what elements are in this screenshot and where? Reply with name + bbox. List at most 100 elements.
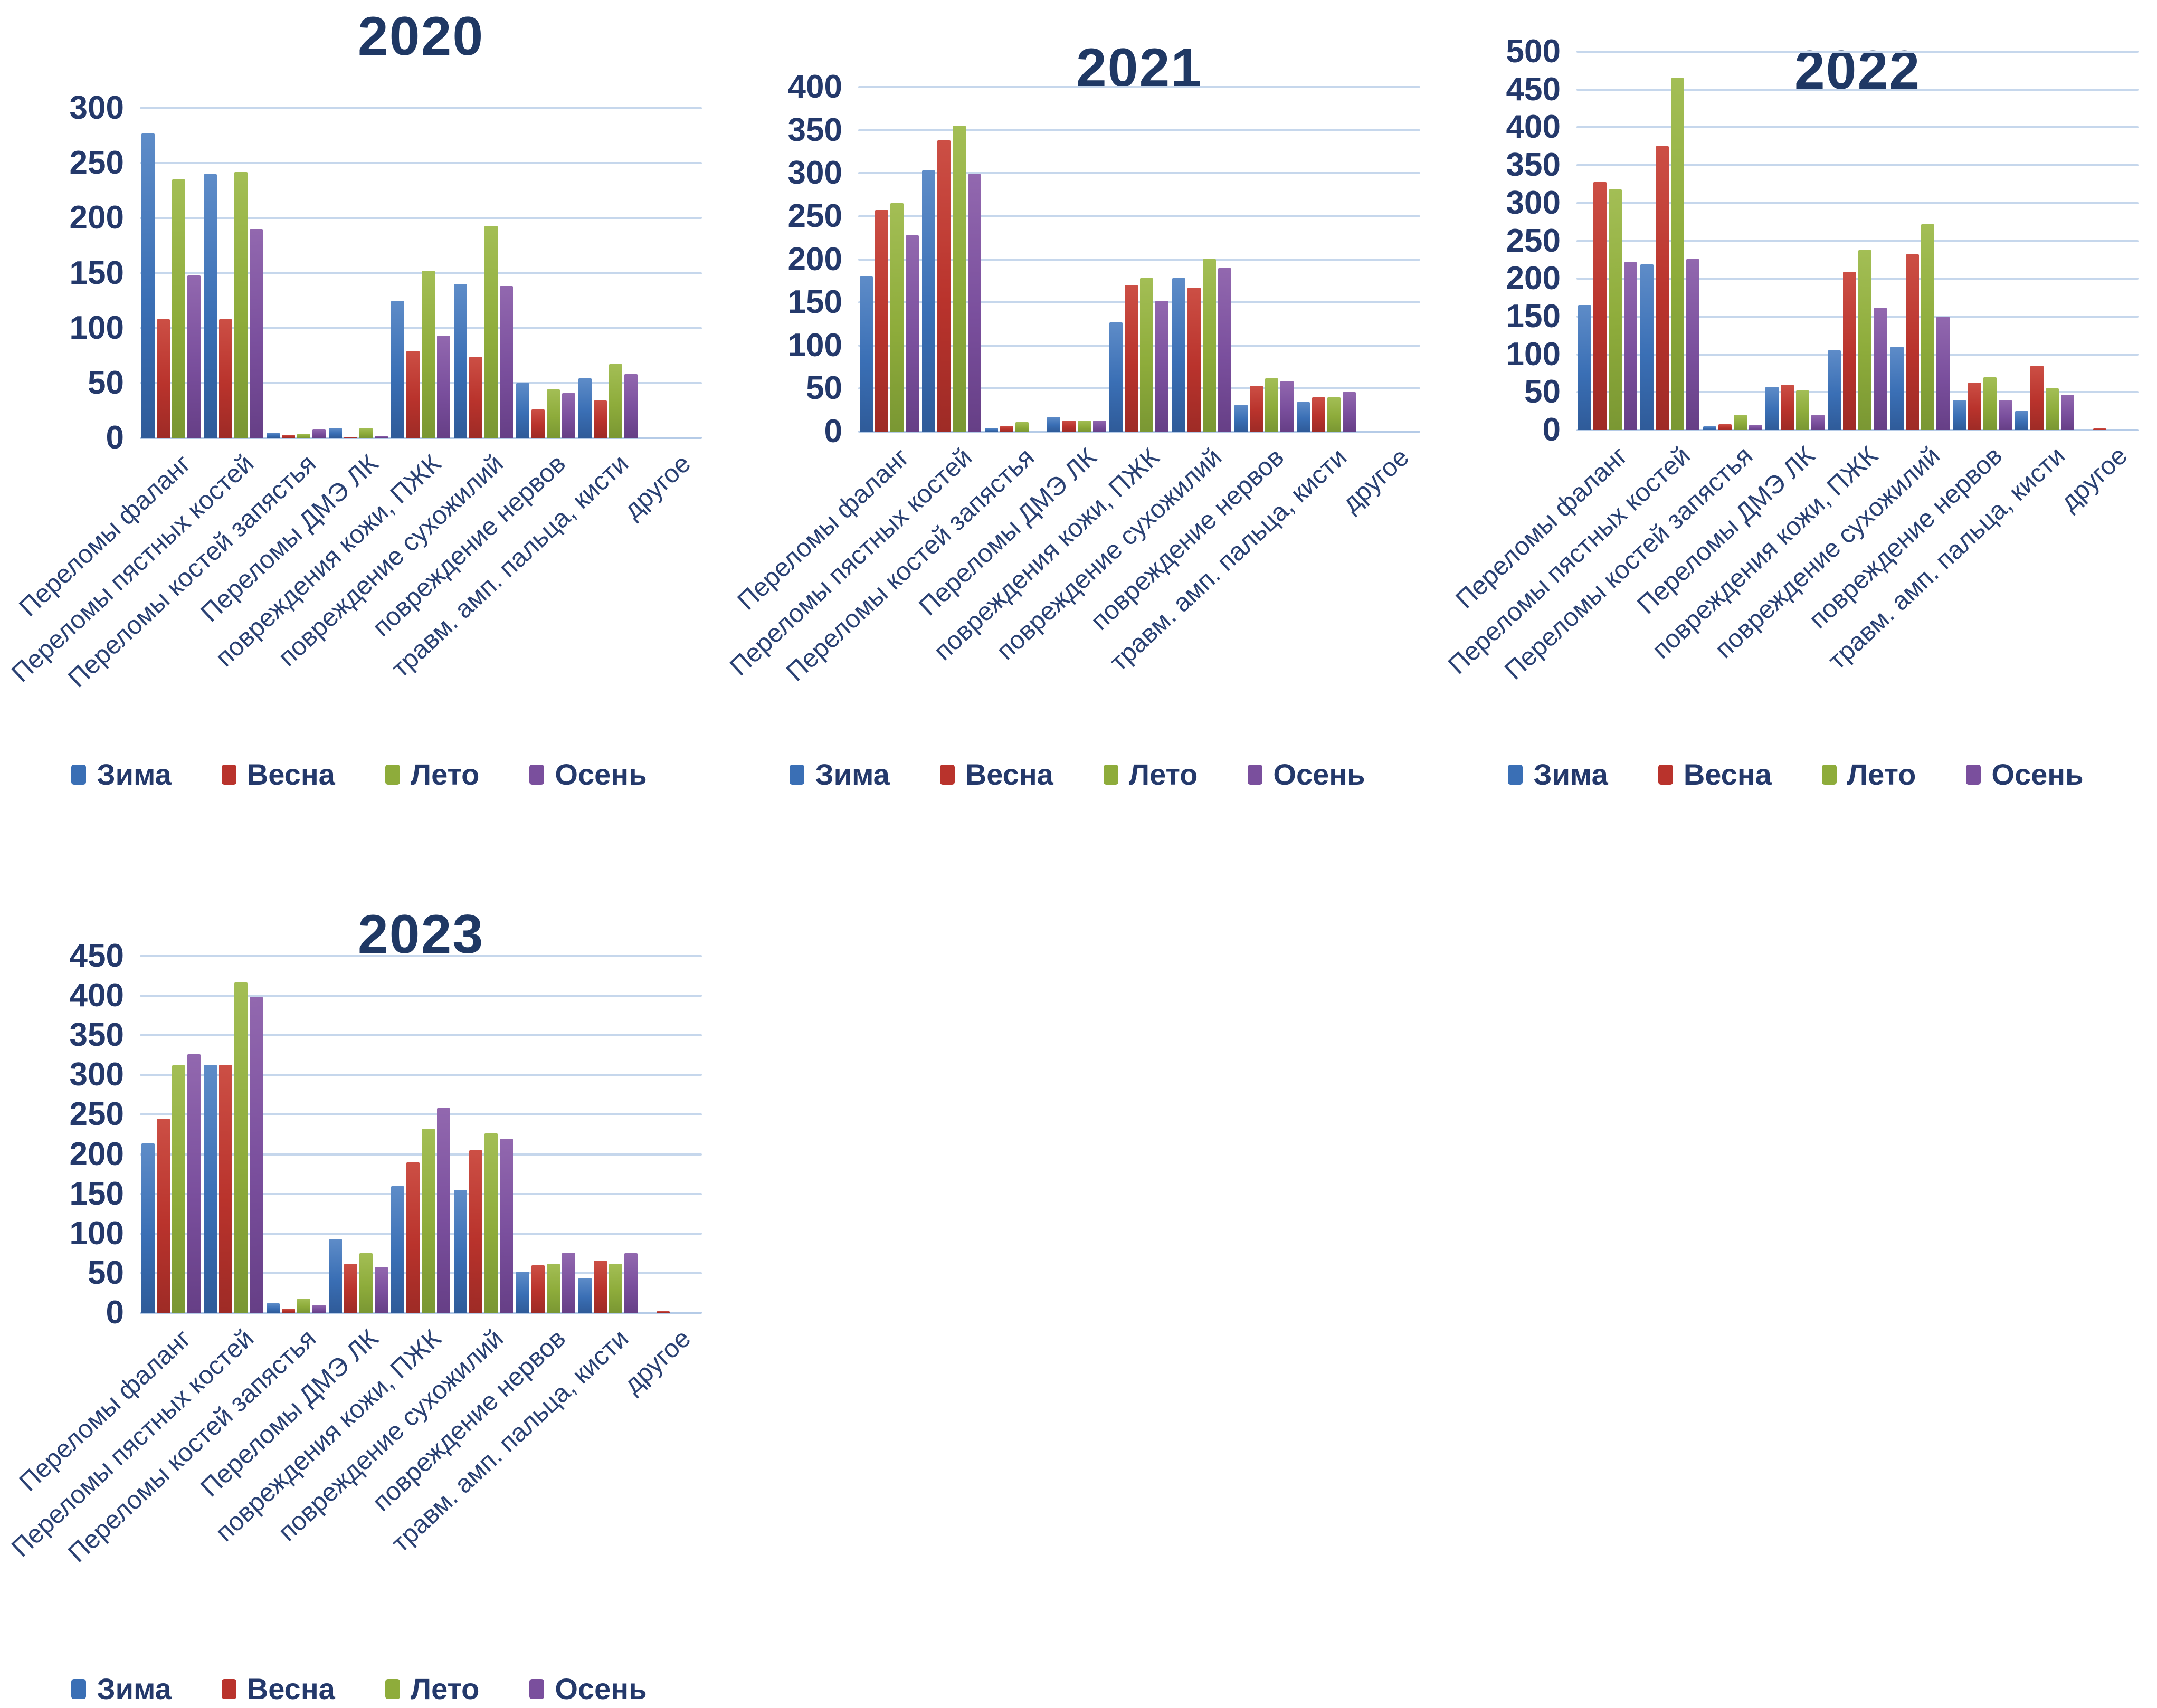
y-tick-label: 450 — [69, 938, 124, 974]
gridline — [1576, 202, 2139, 204]
bar-осень-7 — [562, 1253, 576, 1313]
bar-лето-4 — [359, 428, 373, 438]
bar-group — [389, 956, 452, 1313]
bar-весна-9 — [2093, 428, 2106, 430]
legend-marker-icon — [1658, 764, 1673, 785]
bar-весна-8 — [2030, 366, 2044, 430]
bar-осень-6 — [499, 1139, 513, 1313]
x-axis-line — [140, 1312, 702, 1314]
y-tick-label: 250 — [69, 1096, 124, 1133]
bar-весна-7 — [531, 409, 545, 438]
gridline — [1576, 88, 2139, 91]
bar-зима-4 — [1765, 387, 1779, 430]
bar-лето-1 — [172, 1065, 186, 1313]
bar-весна-2 — [219, 319, 233, 438]
legend-label: Лето — [410, 1672, 480, 1705]
y-tick-label: 300 — [787, 155, 842, 192]
bar-осень-6 — [1936, 317, 1950, 430]
gridline — [140, 1272, 702, 1274]
legend-marker-icon — [790, 764, 805, 785]
legend-item-весна: Весна — [939, 757, 1053, 791]
legend-item-лето: Лето — [385, 1672, 480, 1706]
bar-зима-1 — [141, 1143, 155, 1313]
bar-весна-1 — [1593, 182, 1607, 430]
legend-marker-icon — [939, 764, 955, 785]
bar-лето-4 — [1796, 390, 1810, 430]
bar-осень-8 — [2061, 395, 2075, 430]
y-tick-label: 500 — [1506, 33, 1561, 70]
bar-зима-3 — [266, 1303, 280, 1313]
bar-лето-8 — [609, 364, 623, 438]
legend: Зима Весна Лето Осень — [718, 757, 1437, 791]
bar-лето-7 — [547, 1264, 560, 1313]
chart-2021: 2021 0 50 100 150 200 250 300 350 400 Переломы фал… — [718, 0, 1437, 843]
bar-весна-1 — [157, 1119, 170, 1313]
legend-label: Весна — [246, 1672, 335, 1705]
legend-label: Осень — [555, 1672, 647, 1705]
bar-group — [1826, 52, 1888, 430]
bar-group — [389, 108, 452, 438]
gridline — [858, 344, 1420, 347]
chart-year-title: 2023 — [357, 904, 484, 965]
legend-item-осень: Осень — [1966, 757, 2084, 791]
bar-group — [452, 956, 515, 1313]
legend-label: Весна — [246, 758, 335, 791]
bar-лето-7 — [547, 389, 560, 438]
chart-2022: 2022 0 50 100 150 200 250 300 350 400 450 500 Перело… — [1437, 0, 2155, 843]
bar-зима-2 — [1640, 264, 1654, 430]
chart-2020: 2020 0 50 100 150 200 250 300 Переломы фаланг Пер… — [0, 0, 718, 843]
bar-group — [1171, 87, 1233, 432]
bar-group — [202, 108, 264, 438]
y-tick-label: 200 — [69, 1136, 124, 1172]
bar-весна-5 — [406, 351, 420, 438]
legend-marker-icon — [71, 764, 87, 785]
bar-осень-4 — [375, 1267, 388, 1313]
legend-label: Осень — [555, 758, 647, 791]
bar-осень-2 — [250, 997, 263, 1313]
bar-зима-3 — [266, 433, 280, 438]
legend-item-весна: Весна — [1658, 757, 1772, 791]
bar-лето-6 — [484, 1133, 498, 1313]
bar-осень-2 — [968, 174, 982, 432]
bar-group — [327, 956, 389, 1313]
bar-group — [1046, 87, 1108, 432]
bar-лето-7 — [1983, 377, 1997, 430]
legend-item-весна: Весна — [221, 757, 335, 791]
bar-весна-7 — [1968, 383, 1982, 430]
bar-осень-1 — [187, 275, 201, 438]
bar-зима-2 — [922, 170, 936, 432]
bar-group — [640, 108, 702, 438]
y-tick-label: 100 — [1506, 336, 1561, 373]
y-tick-label: 200 — [1506, 260, 1561, 297]
legend-marker-icon — [1103, 764, 1118, 785]
bar-осень-5 — [437, 336, 451, 438]
bar-осень-3 — [312, 1305, 326, 1313]
y-tick-label: 450 — [1506, 71, 1561, 108]
gridline — [140, 1074, 702, 1076]
bar-лето-6 — [1202, 259, 1216, 432]
bar-весна-4 — [344, 1264, 358, 1313]
y-tick-label: 200 — [787, 241, 842, 278]
legend-marker-icon — [1248, 764, 1263, 785]
bar-зима-7 — [516, 1272, 530, 1313]
bar-group — [1233, 87, 1295, 432]
bar-осень-5 — [1874, 308, 1887, 430]
gridline — [858, 301, 1420, 304]
y-tick-label: 300 — [69, 1056, 124, 1093]
bar-зима-2 — [204, 1065, 217, 1313]
bar-лето-8 — [2046, 388, 2059, 430]
bar-весна-4 — [1781, 385, 1794, 430]
gridline — [1576, 126, 2139, 129]
gridline — [1576, 164, 2139, 167]
y-tick-label: 150 — [69, 1175, 124, 1212]
chart-2023: 2023 0 50 100 150 200 250 300 350 400 450 Переломы … — [0, 865, 718, 1708]
legend-item-лето: Лето — [385, 757, 479, 791]
legend: Зима Весна Лето Осень — [1437, 757, 2155, 791]
bar-group — [2076, 52, 2139, 430]
gridline — [140, 995, 702, 997]
bar-лето-1 — [1609, 189, 1622, 430]
bar-group — [265, 108, 327, 438]
bar-group — [265, 956, 327, 1313]
bar-весна-7 — [1250, 386, 1263, 432]
gridline — [858, 387, 1420, 390]
